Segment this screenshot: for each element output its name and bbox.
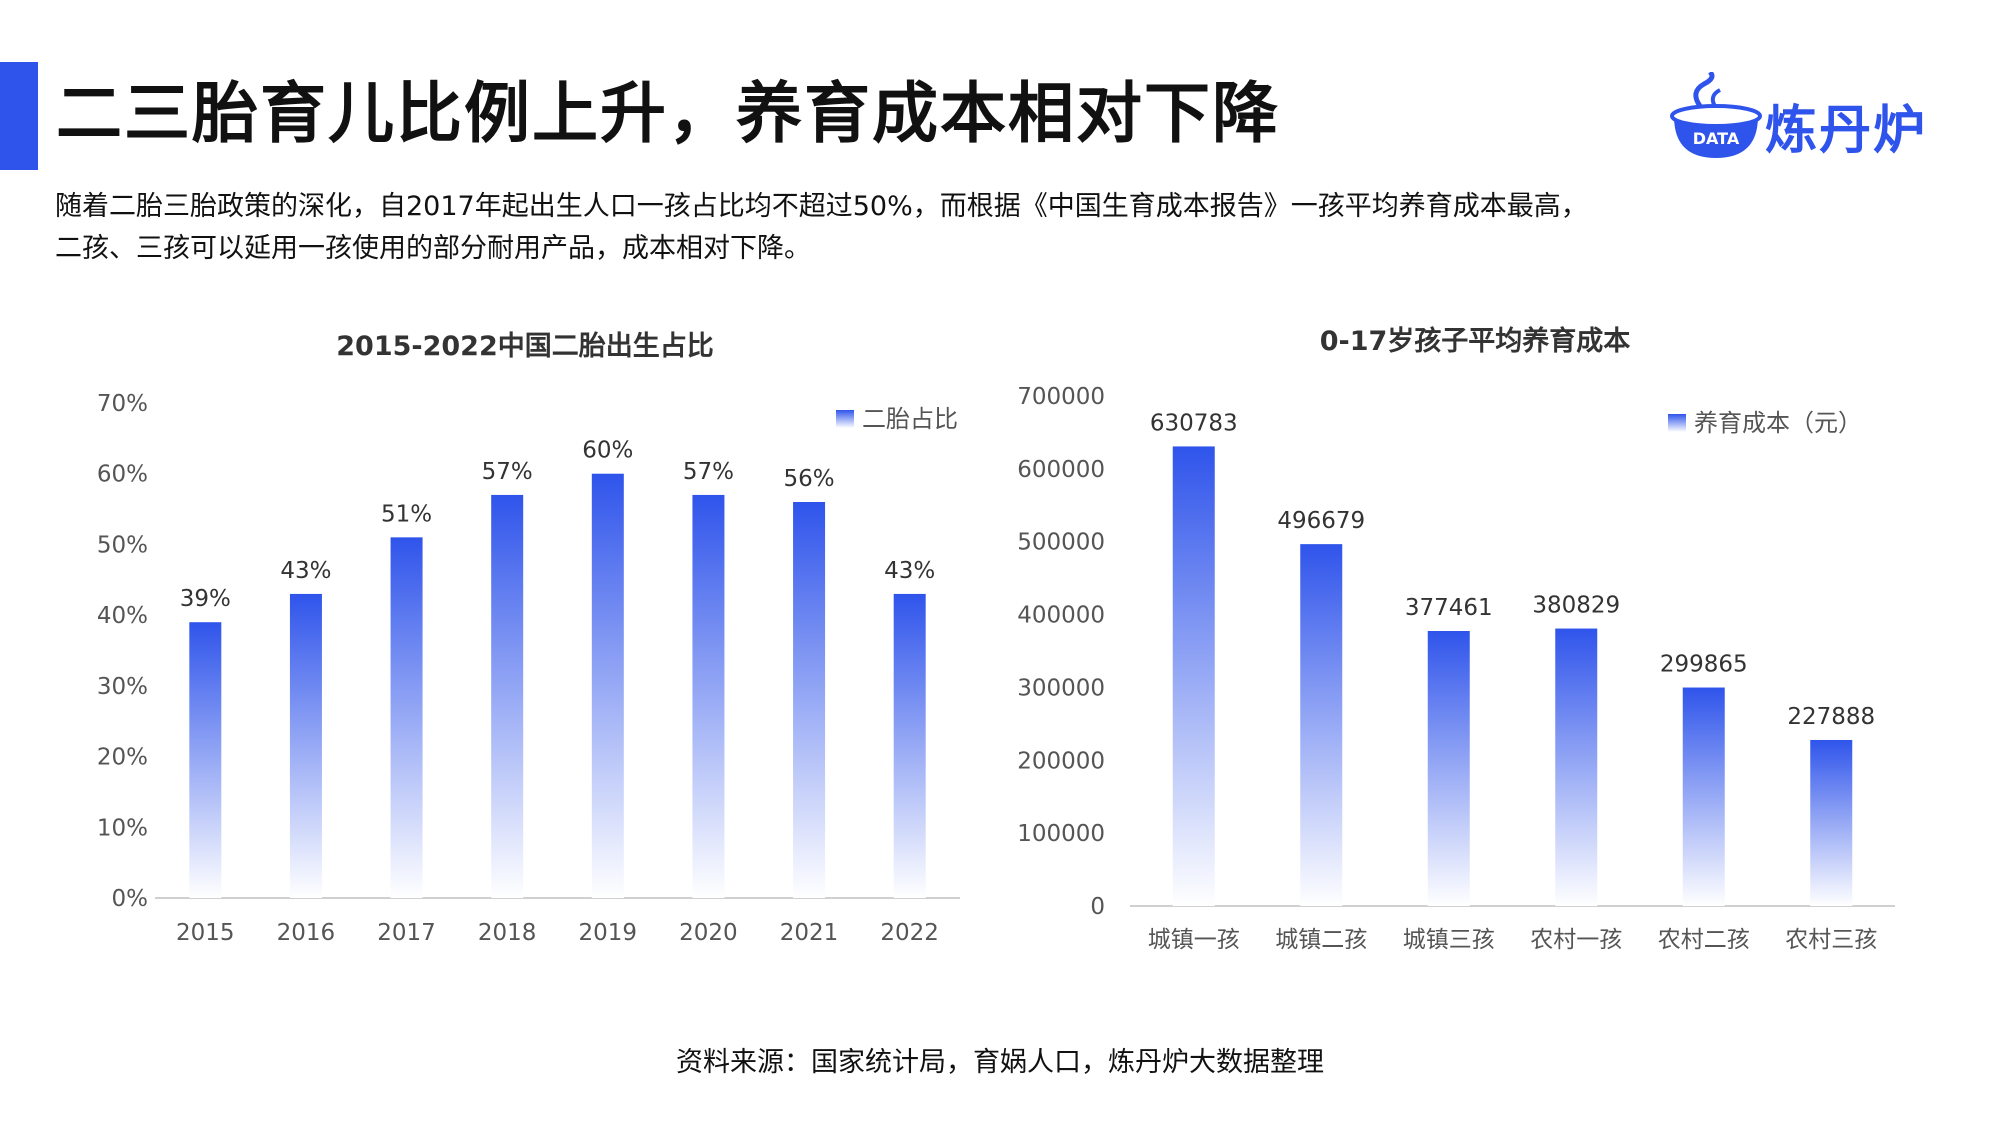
data-label: 57% [683,459,734,485]
page-title: 二三胎育儿比例上升，养育成本相对下降 [56,75,1280,152]
x-tick-label: 城镇二孩 [1275,927,1367,953]
bar [1555,628,1598,906]
legend-swatch [836,410,854,428]
bar [1810,739,1853,906]
legend: 二胎占比 [836,405,958,433]
data-label: 299865 [1660,652,1748,678]
logo-text: 炼丹炉 [1765,101,1928,161]
intro-line-2: 二孩、三孩可以延用一孩使用的部分耐用产品，成本相对下降。 [55,233,811,264]
data-label: 57% [482,459,533,485]
data-label: 377461 [1405,595,1493,621]
bar [1300,544,1343,906]
x-tick-label: 农村一孩 [1530,927,1622,953]
chart-2: 0-17岁孩子平均养育成本 0 100000 200000 300000 400000 50… [1017,325,1895,953]
x-tick-label: 2018 [478,920,537,946]
legend: 养育成本（元） [1668,409,1862,437]
legend-swatch [1668,414,1686,432]
data-label: 51% [381,501,432,527]
x-tick-label: 2022 [880,920,939,946]
bar [793,502,826,898]
x-tick-label: 2015 [176,920,235,946]
chart-title: 0-17岁孩子平均养育成本 [1320,325,1631,357]
data-label: 496679 [1277,508,1365,534]
y-tick-label: 400000 [1017,603,1105,629]
logo: DATA [1670,72,1762,158]
source-note: 资料来源：国家统计局，育娲人口，炼丹炉大数据整理 [676,1047,1324,1078]
intro-line-1: 随着二胎三胎政策的深化，自2017年起出生人口一孩占比均不超过50%，而根据《中… [55,191,1588,222]
data-label: 380829 [1532,593,1620,619]
y-tick-label: 0 [1090,894,1105,920]
logo-badge: DATA [1693,129,1740,148]
x-tick-label: 2020 [679,920,738,946]
charts-area: 2015-2022中国二胎出生占比 0% 10% 20% 30% 40% 50% 60% 70%… [97,325,1895,953]
data-label: 56% [784,466,835,492]
bar [1682,687,1725,906]
bar [289,593,322,898]
y-tick-label: 10% [97,815,148,841]
intro-paragraph: 随着二胎三胎政策的深化，自2017年起出生人口一孩占比均不超过50%，而根据《中… [55,186,1935,270]
y-tick-label: 70% [97,391,148,417]
y-tick-label: 20% [97,745,148,771]
x-tick-label: 农村二孩 [1658,927,1750,953]
y-tick-label: 0% [112,886,149,912]
bar [390,537,423,898]
y-tick-label: 600000 [1017,457,1105,483]
x-tick-label: 城镇一孩 [1148,927,1240,953]
data-label: 227888 [1787,704,1875,730]
data-label: 43% [884,558,935,584]
x-tick-label: 2016 [277,920,336,946]
y-tick-label: 300000 [1017,675,1105,701]
chart-title: 2015-2022中国二胎出生占比 [336,331,714,362]
data-label: 630783 [1150,410,1238,436]
data-label: 60% [582,438,633,464]
bar [893,593,926,898]
y-tick-label: 200000 [1017,748,1105,774]
x-tick-label: 2021 [780,920,839,946]
y-tick-label: 30% [97,674,148,700]
bar [591,473,624,898]
data-label: 39% [180,586,231,612]
bar [189,622,222,898]
x-tick-label: 2017 [377,920,436,946]
x-tick-label: 农村三孩 [1785,927,1877,953]
legend-label: 二胎占比 [862,405,958,433]
logo-pot-icon: DATA [1670,72,1762,158]
x-tick-label: 2019 [579,920,638,946]
y-tick-label: 60% [97,462,148,488]
y-tick-label: 100000 [1017,821,1105,847]
y-tick-label: 40% [97,603,148,629]
bar [1172,446,1215,906]
bar [1427,630,1470,906]
y-tick-label: 700000 [1017,384,1105,410]
y-tick-label: 50% [97,532,148,558]
x-tick-label: 城镇三孩 [1403,927,1495,953]
y-tick-label: 500000 [1017,530,1105,556]
bar [491,494,524,898]
chart-1: 2015-2022中国二胎出生占比 0% 10% 20% 30% 40% 50% 60% 70%… [97,331,960,946]
data-label: 43% [280,558,331,584]
title-accent-bar [0,62,38,170]
bar [692,494,725,898]
legend-label: 养育成本（元） [1694,409,1862,437]
